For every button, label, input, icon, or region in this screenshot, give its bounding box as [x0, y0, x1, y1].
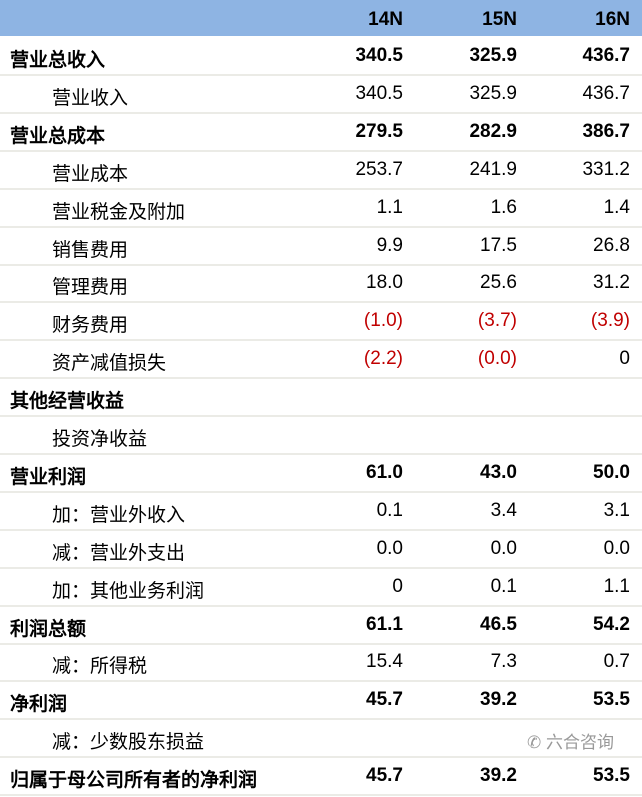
cell-value: 386.7: [582, 120, 630, 142]
cell-value: 45.7: [366, 689, 403, 711]
cell-value: 282.9: [469, 120, 517, 142]
cell-value: 241.9: [469, 158, 517, 180]
watermark-text: 六合咨询: [545, 733, 614, 752]
cell-value: 340.5: [355, 45, 403, 66]
cell-value: 0: [619, 348, 630, 370]
table-header: 14N 15N 16N: [0, 0, 642, 36]
row-label: 销售费用: [52, 239, 129, 261]
cell-value: 31.2: [593, 272, 630, 294]
table-row: 营业税金及附加 1.1 1.6 1.4: [0, 190, 642, 228]
table-row: 管理费用 18.0 25.6 31.2: [0, 265, 642, 304]
cell-value: 46.5: [480, 613, 517, 635]
cell-value: 18.0: [366, 272, 403, 294]
cell-value: (0.0): [477, 348, 517, 370]
cell-value: 436.7: [582, 82, 630, 104]
cell-value: 1.1: [376, 196, 403, 218]
cell-value: 1.1: [603, 575, 630, 597]
row-label: 管理费用: [52, 277, 129, 299]
cell-value: 26.8: [593, 234, 630, 256]
cell-value: 0.0: [603, 537, 630, 559]
table-row: 利润总额 61.1 46.5 54.2: [0, 607, 642, 645]
cell-value: 50.0: [593, 461, 630, 483]
row-label: 营业总收入: [10, 50, 106, 71]
cell-value: 61.1: [366, 613, 403, 635]
row-label: 营业利润: [10, 466, 87, 488]
cell-value: (3.9): [590, 310, 630, 332]
cell-value: 0.7: [603, 651, 630, 673]
row-label: 净利润: [10, 694, 68, 716]
table-row: 营业收入 340.5 325.9 436.7: [0, 76, 642, 114]
column-header-14n: 14N: [368, 9, 403, 30]
watermark-logo: ✆ 六合咨询: [527, 728, 614, 753]
row-label: 减：营业外支出: [52, 542, 186, 564]
table-row: 营业总成本 279.5 282.9 386.7: [0, 114, 642, 152]
cell-value: 54.2: [593, 613, 630, 635]
cell-value: 17.5: [480, 234, 517, 256]
cell-value: 43.0: [480, 461, 517, 483]
row-label: 营业收入: [52, 87, 129, 109]
cell-value: 53.5: [593, 765, 630, 787]
cell-value: 1.4: [603, 196, 630, 218]
column-header-15n: 15N: [482, 9, 517, 30]
table-row: 其他经营收益: [0, 379, 642, 418]
cell-value: 25.6: [480, 272, 517, 294]
row-label: 投资净收益: [52, 429, 148, 450]
cell-value: 1.6: [490, 196, 517, 218]
cell-value: 0: [392, 575, 403, 597]
cell-value: 39.2: [480, 689, 517, 711]
table-row: 减：少数股东损益: [0, 720, 642, 759]
table-row: 加：营业外收入 0.1 3.4 3.1: [0, 493, 642, 531]
cell-value: 0.0: [490, 537, 517, 559]
row-label: 资产减值损失: [52, 353, 167, 375]
cell-value: 325.9: [469, 45, 517, 66]
row-label: 加：营业外收入: [52, 504, 186, 526]
cell-value: 0.0: [376, 537, 403, 559]
table-row: 营业总收入 340.5 325.9 436.7: [0, 38, 642, 76]
cell-value: 0.1: [490, 575, 517, 597]
table-row: 加：其他业务利润 0 0.1 1.1: [0, 569, 642, 607]
table-row: 营业利润 61.0 43.0 50.0: [0, 455, 642, 493]
cell-value: 0.1: [376, 499, 403, 521]
cell-value: 53.5: [593, 689, 630, 711]
row-label: 营业总成本: [10, 125, 106, 147]
cell-value: 9.9: [376, 234, 403, 256]
row-label: 营业税金及附加: [52, 201, 186, 223]
cell-value: 45.7: [366, 765, 403, 787]
row-label: 营业成本: [52, 163, 129, 185]
cell-value: 436.7: [582, 45, 630, 66]
cell-value: 3.1: [603, 499, 630, 521]
cell-value: 61.0: [366, 461, 403, 483]
row-label: 减：所得税: [52, 656, 148, 678]
table-row: 销售费用 9.9 17.5 26.8: [0, 228, 642, 266]
cell-value: 3.4: [490, 499, 517, 521]
wechat-icon: ✆: [527, 733, 542, 752]
cell-value: 331.2: [582, 158, 630, 180]
cell-value: 7.3: [490, 651, 517, 673]
table-row: 资产减值损失 (2.2) (0.0) 0: [0, 341, 642, 380]
cell-value: 279.5: [355, 120, 403, 142]
table-row: 归属于母公司所有者的净利润 45.7 39.2 53.5: [0, 758, 642, 797]
cell-value: 253.7: [355, 158, 403, 180]
cell-value: 340.5: [355, 82, 403, 104]
cell-value: (1.0): [363, 310, 403, 332]
table-row: 净利润 45.7 39.2 53.5: [0, 682, 642, 721]
cell-value: (3.7): [477, 310, 517, 332]
cell-value: 325.9: [469, 82, 517, 104]
table-row: 减：营业外支出 0.0 0.0 0.0: [0, 531, 642, 569]
cell-value: 15.4: [366, 651, 403, 673]
row-label: 加：其他业务利润: [52, 580, 205, 602]
row-label: 归属于母公司所有者的净利润: [10, 770, 258, 792]
column-header-16n: 16N: [595, 9, 630, 30]
table-row: 减：所得税 15.4 7.3 0.7: [0, 644, 642, 683]
table-row: 财务费用 (1.0) (3.7) (3.9): [0, 303, 642, 342]
row-label: 财务费用: [52, 315, 129, 337]
row-label: 减：少数股东损益: [52, 732, 205, 754]
cell-value: 39.2: [480, 765, 517, 787]
row-label: 利润总额: [10, 618, 87, 640]
cell-value: (2.2): [363, 348, 403, 370]
table-row: 营业成本 253.7 241.9 331.2: [0, 152, 642, 190]
table-row: 投资净收益: [0, 417, 642, 455]
row-label: 其他经营收益: [10, 391, 125, 413]
